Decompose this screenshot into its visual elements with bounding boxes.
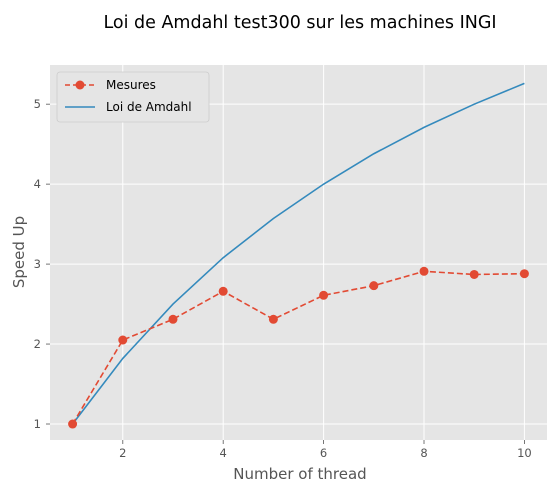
data-point-mesures — [268, 314, 278, 324]
data-point-mesures — [519, 269, 529, 279]
x-tick-label: 8 — [420, 446, 427, 460]
y-axis-label: Speed Up — [10, 216, 28, 288]
x-tick-label: 6 — [320, 446, 327, 460]
data-point-mesures — [118, 335, 128, 345]
legend: Mesures Loi de Amdahl — [56, 71, 210, 123]
series-line-amdahl — [71, 82, 525, 425]
data-point-mesures — [68, 419, 78, 429]
x-tick-label: 2 — [119, 446, 126, 460]
grid — [50, 65, 547, 440]
data-point-mesures — [469, 269, 479, 279]
y-tick-label: 4 — [34, 177, 41, 191]
data-point-mesures — [218, 286, 228, 296]
x-tick-label: 10 — [517, 446, 532, 460]
data-point-mesures — [168, 314, 178, 324]
x-ticks: 2 4 6 8 10 — [119, 440, 532, 460]
y-ticks: 1 2 3 4 5 — [34, 97, 50, 431]
data-point-mesures — [319, 290, 329, 300]
legend-label-amdahl: Loi de Amdahl — [106, 100, 192, 114]
x-tick-label: 4 — [220, 446, 227, 460]
legend-label-mesures: Mesures — [106, 78, 156, 92]
legend-dot-mesures — [75, 80, 85, 90]
plot-area — [50, 65, 547, 440]
x-axis-label: Number of thread — [233, 465, 366, 483]
data-point-mesures — [369, 281, 379, 291]
data-point-mesures — [419, 266, 429, 276]
y-tick-label: 2 — [34, 337, 41, 351]
series-line-mesures — [71, 270, 525, 425]
legend-box — [56, 71, 210, 123]
y-tick-label: 1 — [34, 417, 41, 431]
y-tick-label: 3 — [34, 257, 41, 271]
chart-title: Loi de Amdahl test300 sur les machines I… — [103, 13, 496, 33]
y-tick-label: 5 — [34, 97, 41, 111]
series-layer — [68, 82, 529, 429]
